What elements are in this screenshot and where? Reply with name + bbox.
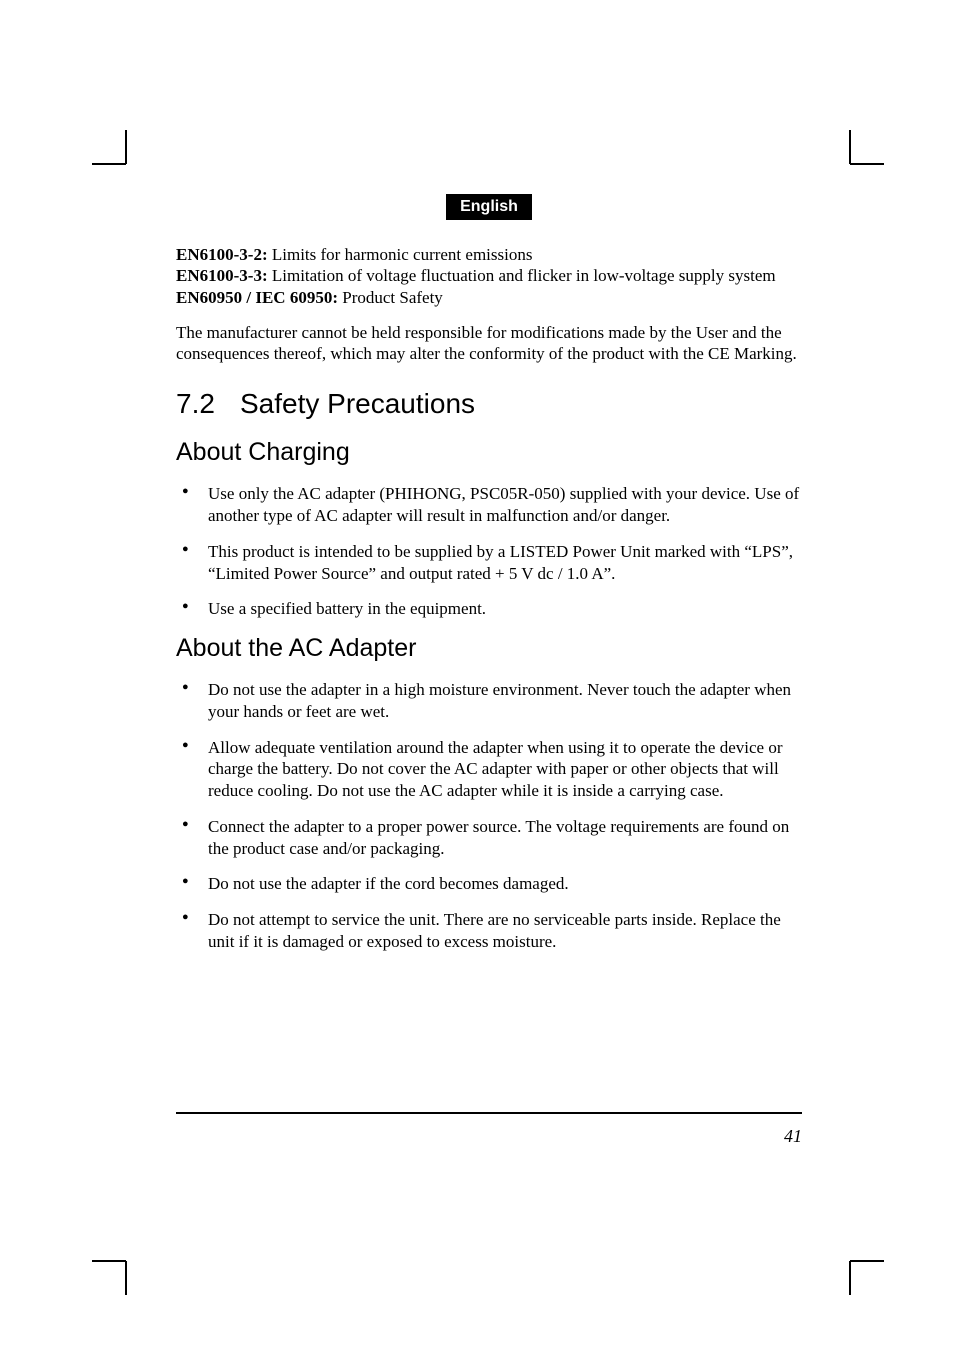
subsection-charging-heading: About Charging xyxy=(176,438,802,467)
list-item: Do not attempt to service the unit. Ther… xyxy=(176,909,802,953)
language-badge-wrap: English xyxy=(176,194,802,244)
crop-mark xyxy=(125,130,127,164)
standard-text: Product Safety xyxy=(338,288,443,307)
disclaimer-paragraph: The manufacturer cannot be held responsi… xyxy=(176,322,802,365)
list-item: Do not use the adapter if the cord becom… xyxy=(176,873,802,895)
list-item: Connect the adapter to a proper power so… xyxy=(176,816,802,860)
list-item: Allow adequate ventilation around the ad… xyxy=(176,737,802,802)
crop-mark xyxy=(125,1261,127,1295)
section-number: 7.2 xyxy=(176,388,240,420)
crop-mark xyxy=(850,1260,884,1262)
crop-mark xyxy=(849,130,851,164)
page-content: English EN6100-3-2: Limits for harmonic … xyxy=(126,164,852,987)
adapter-list: Do not use the adapter in a high moistur… xyxy=(176,679,802,953)
standard-label: EN6100-3-2: xyxy=(176,245,268,264)
list-item: This product is intended to be supplied … xyxy=(176,541,802,585)
section-title: Safety Precautions xyxy=(240,388,475,419)
crop-mark xyxy=(850,163,884,165)
crop-mark xyxy=(92,1260,126,1262)
list-item: Use only the AC adapter (PHIHONG, PSC05R… xyxy=(176,483,802,527)
charging-list: Use only the AC adapter (PHIHONG, PSC05R… xyxy=(176,483,802,620)
standard-text: Limits for harmonic current emissions xyxy=(268,245,533,264)
list-item: Do not use the adapter in a high moistur… xyxy=(176,679,802,723)
section-heading: 7.2Safety Precautions xyxy=(176,388,802,420)
list-item: Use a specified battery in the equipment… xyxy=(176,598,802,620)
standards-block: EN6100-3-2: Limits for harmonic current … xyxy=(176,244,802,308)
standard-text: Limitation of voltage fluctuation and fl… xyxy=(268,266,776,285)
crop-mark xyxy=(849,1261,851,1295)
page-number: 41 xyxy=(784,1126,802,1147)
standard-label: EN6100-3-3: xyxy=(176,266,268,285)
footer-divider xyxy=(176,1112,802,1114)
standard-label: EN60950 / IEC 60950: xyxy=(176,288,338,307)
language-badge: English xyxy=(446,194,532,220)
subsection-adapter-heading: About the AC Adapter xyxy=(176,634,802,663)
crop-mark xyxy=(92,163,126,165)
